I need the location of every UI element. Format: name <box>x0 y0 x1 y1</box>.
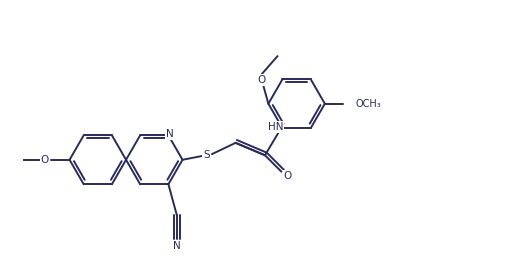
Text: O: O <box>257 75 266 85</box>
Text: N: N <box>173 241 181 251</box>
Text: N: N <box>166 129 174 139</box>
Text: O: O <box>284 171 292 180</box>
Text: OCH₃: OCH₃ <box>356 99 381 109</box>
Text: O: O <box>41 155 49 165</box>
Text: S: S <box>203 150 209 160</box>
Text: HN: HN <box>268 122 284 132</box>
